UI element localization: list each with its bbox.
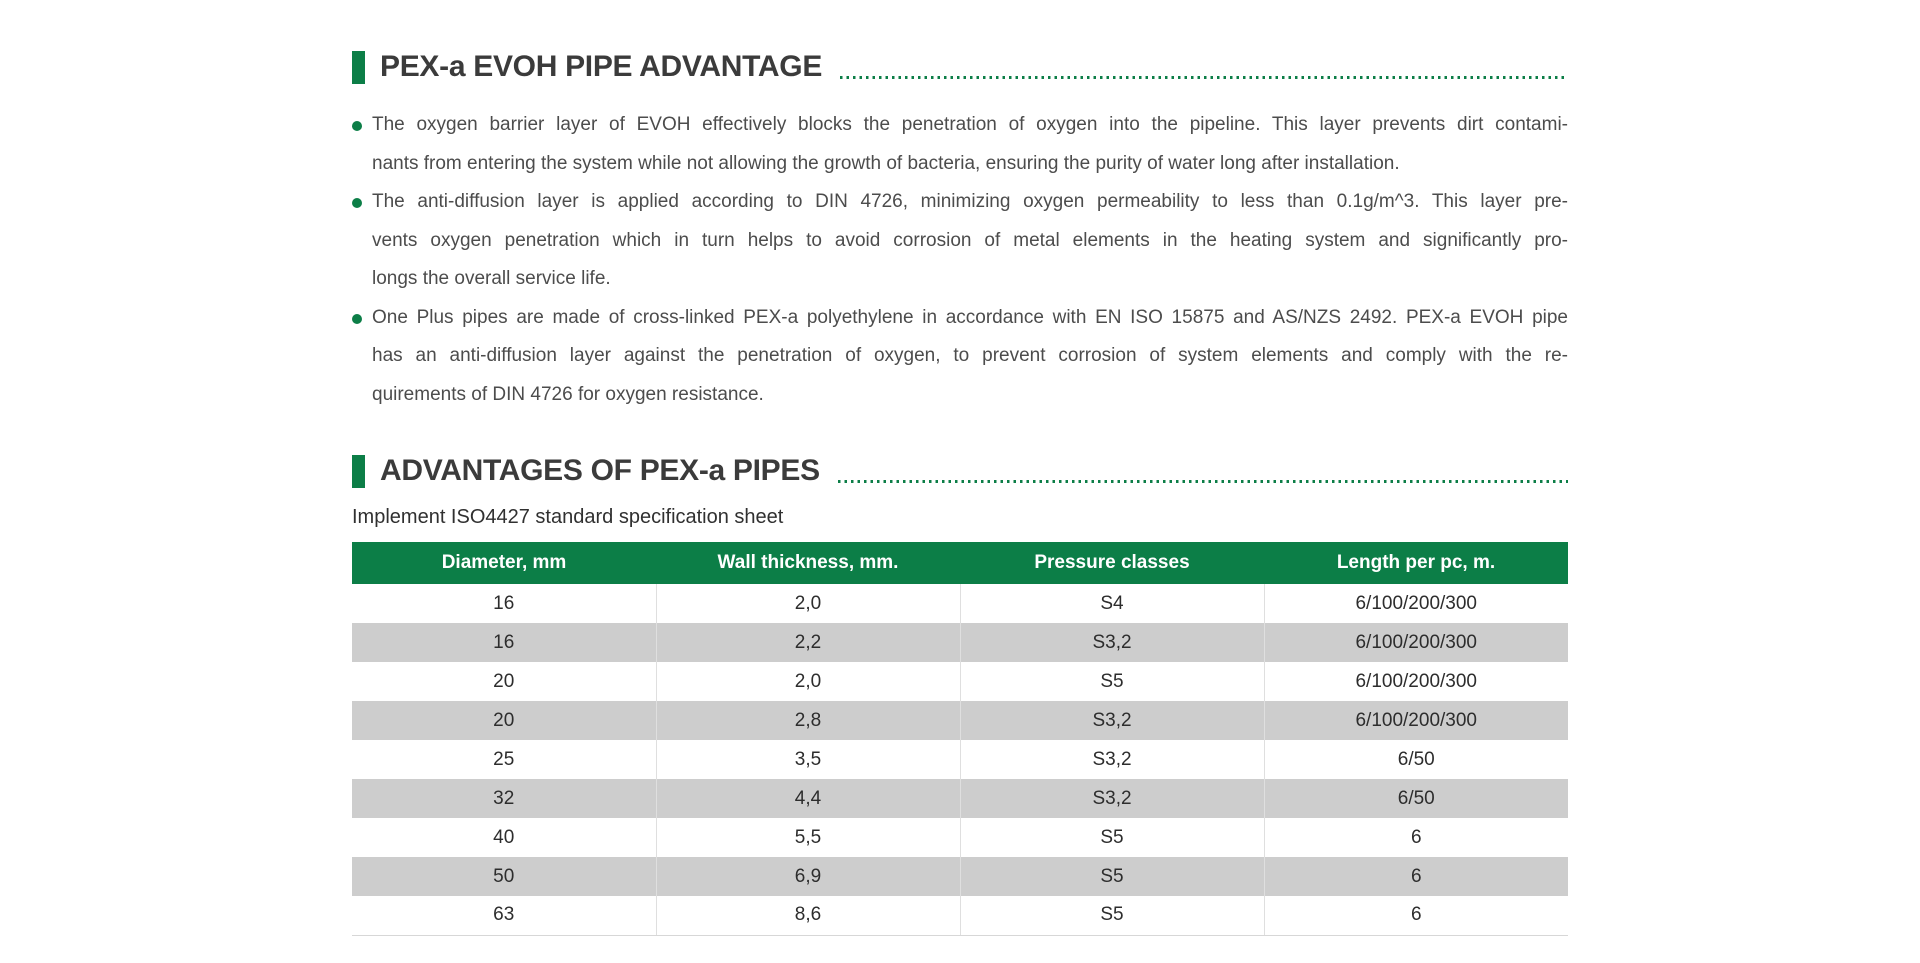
table-row: 25 3,5 S3,2 6/50 [352, 740, 1568, 779]
table-cell: 8,6 [656, 896, 961, 936]
bullet-dot-icon [352, 313, 362, 324]
table-cell: 6/50 [1397, 787, 1435, 809]
table-cell: S3,2 [960, 623, 1265, 662]
page-content: PEX-a EVOH PIPE ADVANTAGE The oxygen bar… [352, 0, 1568, 936]
table-cell: 6/100/200/300 [1355, 631, 1477, 653]
table-cell: 2,2 [656, 623, 961, 662]
table-cell: S3,2 [960, 779, 1265, 818]
table-row: 40 5,5 S5 6 [352, 818, 1568, 857]
table-cell: 20 [352, 701, 657, 740]
bullet-item: One Plus pipes are made of cross-linked … [352, 299, 1568, 415]
table-cell: 4,4 [656, 779, 961, 818]
spec-table: Diameter, mm Wall thickness, mm. Pressure … [352, 542, 1568, 936]
bullet-line: quirements of DIN 4726 for oxygen resist… [372, 383, 764, 405]
table-cell: 16 [352, 623, 657, 662]
table-cell: 3,5 [656, 740, 961, 779]
bullet-item: The oxygen barrier layer of EVOH effecti… [352, 106, 1568, 183]
table-row: 50 6,9 S5 6 [352, 857, 1568, 896]
table-column-header: Wall thickness, mm. [656, 542, 960, 584]
table-cell: 6 [1410, 865, 1422, 887]
table-cell: 2,0 [656, 662, 961, 701]
bullet-list: The oxygen barrier layer of EVOH effecti… [352, 106, 1568, 414]
table-cell: 6 [1264, 896, 1568, 936]
dotted-leader-icon [837, 480, 1568, 483]
table-cell: 40 [352, 818, 657, 857]
table-column-header: Diameter, mm [352, 542, 656, 584]
bullet-line: has an anti-diffusion layer against the … [372, 345, 1568, 366]
table-column-header: Length per pc, m. [1264, 542, 1568, 584]
bullet-line: One Plus pipes are made of cross-linked … [372, 306, 1568, 328]
table-cell: 32 [352, 779, 657, 818]
table-cell: S5 [960, 818, 1265, 857]
bullet-line: The anti-diffusion layer is applied acco… [372, 191, 1568, 212]
table-cell: 5,5 [656, 818, 961, 857]
table-cell: S4 [960, 584, 1265, 623]
table-cell: 6/100/200/300 [1355, 592, 1477, 614]
heading-accent-bar-icon [352, 50, 365, 84]
bullet-line: The oxygen barrier layer of EVOH effecti… [372, 114, 1568, 135]
table-cell: 16 [352, 584, 657, 623]
spec-sheet-subtitle: Implement ISO4427 standard specification… [352, 506, 784, 528]
bullet-text: The oxygen barrier layer of EVOH effecti… [372, 106, 1568, 183]
table-cell: 50 [352, 857, 657, 896]
bullet-dot-icon [352, 121, 362, 131]
table-cell: 20 [352, 662, 657, 701]
table-row: 20 2,8 S3,2 6/100/200/300 [352, 701, 1568, 740]
table-cell: 6/50 [1397, 748, 1435, 770]
table-header-row: Diameter, mm Wall thickness, mm. Pressure … [352, 542, 1568, 584]
table-cell: 6 [1410, 826, 1422, 848]
dotted-leader-icon [840, 76, 1568, 79]
bullet-text: The anti-diffusion layer is applied acco… [372, 183, 1568, 299]
bullet-dot-icon [352, 198, 362, 208]
spec-table-header: Diameter, mm Wall thickness, mm. Pressure … [352, 542, 1568, 584]
table-row: 63 8,6 S5 6 [352, 896, 1568, 936]
section-heading-pipe-advantage: PEX-a EVOH PIPE ADVANTAGE [352, 50, 1568, 84]
bullet-line: nants from entering the system while not… [372, 152, 1400, 174]
table-cell: 6/100/200/300 [1355, 709, 1477, 731]
table-row: 16 2,0 S4 6/100/200/300 [352, 584, 1568, 623]
table-cell: 2,0 [656, 584, 961, 623]
table-cell: 63 [352, 896, 657, 936]
table-row: 16 2,2 S3,2 6/100/200/300 [352, 623, 1568, 662]
heading-accent-bar-icon [352, 454, 365, 488]
table-cell: S3,2 [960, 740, 1265, 779]
table-cell: S5 [960, 896, 1265, 936]
section-title-pipe-advantage: PEX-a EVOH PIPE ADVANTAGE [380, 50, 823, 83]
bullet-line: longs the overall service life. [372, 268, 611, 289]
table-cell: 25 [352, 740, 657, 779]
table-row: 32 4,4 S3,2 6/50 [352, 779, 1568, 818]
table-column-header: Pressure classes [960, 542, 1264, 584]
table-cell: 2,8 [656, 701, 961, 740]
table-cell: S5 [960, 857, 1265, 896]
spec-table-body: 16 2,0 S4 6/100/200/300 16 2,2 S3,2 6/100/200/3… [352, 584, 1568, 936]
table-row: 20 2,0 S5 6/100/200/300 [352, 662, 1568, 701]
table-cell: S3,2 [960, 701, 1265, 740]
section-title-advantages: ADVANTAGES OF PEX-a PIPES [380, 454, 820, 487]
bullet-text: One Plus pipes are made of cross-linked … [372, 299, 1568, 415]
table-cell: 6,9 [656, 857, 961, 896]
bullet-line: vents oxygen penetration which in turn h… [372, 229, 1568, 251]
table-cell: S5 [960, 662, 1265, 701]
bullet-item: The anti-diffusion layer is applied acco… [352, 183, 1568, 299]
table-cell: 6/100/200/300 [1355, 670, 1477, 692]
section-heading-advantages: ADVANTAGES OF PEX-a PIPES [352, 454, 1568, 488]
